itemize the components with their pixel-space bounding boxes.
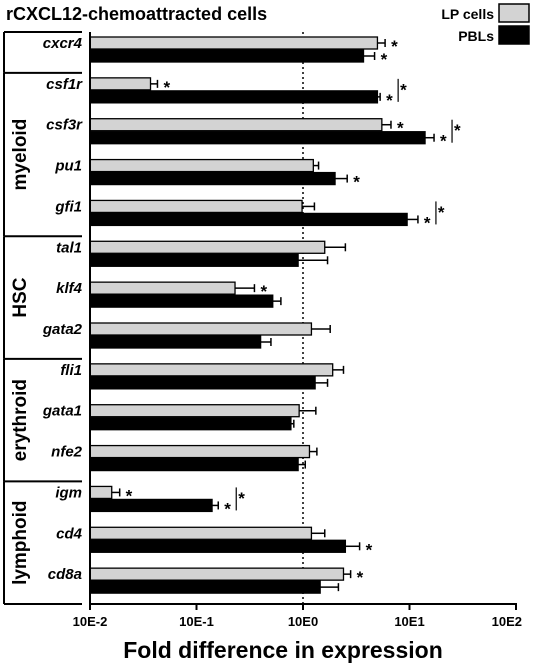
gene-label-cxcr4: cxcr4 xyxy=(43,35,83,52)
legend-swatch-pbl xyxy=(498,25,530,45)
gene-label-klf4: klf4 xyxy=(56,280,83,297)
x-tick-label-4: 10E2 xyxy=(492,614,522,629)
comparison-star-csf1r: * xyxy=(400,80,407,99)
gene-label-gata2: gata2 xyxy=(42,321,83,338)
significance-star-lp-cd8a: * xyxy=(357,568,364,587)
bar-pbl-igm xyxy=(89,498,213,513)
gene-label-fli1: fli1 xyxy=(60,362,82,379)
chart-title: rCXCL12-chemoattracted cells xyxy=(6,4,267,24)
significance-star-pbl-csf1r: * xyxy=(386,91,393,110)
bar-pbl-csf1r xyxy=(89,90,379,104)
bar-lp-gata2 xyxy=(89,322,313,336)
gene-label-gfi1: gfi1 xyxy=(54,198,82,215)
x-tick-label-1: 10E-1 xyxy=(179,614,214,629)
significance-star-pbl-pu1: * xyxy=(353,173,360,192)
bar-lp-nfe2 xyxy=(89,444,311,459)
significance-star-lp-csf3r: * xyxy=(397,119,404,138)
gene-label-cd8a: cd8a xyxy=(48,566,82,583)
gene-label-nfe2: nfe2 xyxy=(51,444,83,461)
x-tick-label-3: 10E1 xyxy=(394,614,424,629)
bar-lp-pu1 xyxy=(89,158,314,173)
x-tick-label-2: 10E0 xyxy=(288,614,318,629)
group-label-myeloid: myeloid xyxy=(10,119,31,191)
gene-label-csf1r: csf1r xyxy=(46,76,83,93)
x-axis-label: Fold difference in expression xyxy=(123,637,443,663)
comparison-star-gfi1: * xyxy=(438,203,445,222)
gene-label-igm: igm xyxy=(55,484,82,501)
x-tick-label-0: 10E-2 xyxy=(73,614,108,629)
legend-swatch-lp xyxy=(498,3,530,23)
significance-star-lp-klf4: * xyxy=(260,282,267,301)
legend-label-pbl: PBLs xyxy=(458,28,494,44)
legend: LP cells PBLs xyxy=(441,3,530,45)
bar-pbl-pu1 xyxy=(89,171,336,186)
bar-pbl-gfi1 xyxy=(89,212,408,227)
bar-pbl-cxcr4 xyxy=(89,49,365,63)
group-label-HSC: HSC xyxy=(10,277,31,317)
bar-pbl-tal1 xyxy=(89,253,299,267)
bar-pbl-fli1 xyxy=(89,376,316,390)
bar-lp-cd8a xyxy=(89,567,345,581)
significance-star-lp-cxcr4: * xyxy=(391,37,398,56)
bar-pbl-klf4 xyxy=(89,294,274,308)
bar-pbl-gata1 xyxy=(89,417,292,431)
bar-lp-gata1 xyxy=(89,404,300,418)
group-label-erythroid: erythroid xyxy=(10,379,31,461)
bar-lp-igm xyxy=(89,485,113,500)
bar-pbl-cd8a xyxy=(89,580,321,594)
group-label-lymphoid: lymphoid xyxy=(10,500,31,584)
bar-lp-gfi1 xyxy=(89,199,303,214)
bar-lp-csf3r xyxy=(89,118,383,132)
legend-label-lp: LP cells xyxy=(441,6,494,22)
significance-star-pbl-cd4: * xyxy=(366,540,373,559)
significance-star-pbl-cxcr4: * xyxy=(381,50,388,69)
bar-lp-tal1 xyxy=(89,240,326,254)
gene-label-gata1: gata1 xyxy=(42,403,82,420)
gene-label-csf3r: csf3r xyxy=(46,117,83,134)
bar-pbl-csf3r xyxy=(89,131,426,145)
comparison-star-igm: * xyxy=(238,489,245,508)
significance-star-pbl-igm: * xyxy=(224,499,231,518)
bar-lp-csf1r xyxy=(89,77,152,91)
bar-pbl-gata2 xyxy=(89,335,262,349)
significance-star-lp-igm: * xyxy=(126,486,133,505)
significance-star-pbl-csf3r: * xyxy=(440,132,447,151)
significance-star-lp-csf1r: * xyxy=(163,78,170,97)
significance-star-pbl-gfi1: * xyxy=(424,213,431,232)
bar-lp-fli1 xyxy=(89,363,334,377)
bar-pbl-cd4 xyxy=(89,539,347,553)
bar-lp-cd4 xyxy=(89,526,313,540)
bar-lp-klf4 xyxy=(89,281,236,295)
bar-lp-cxcr4 xyxy=(89,36,379,50)
gene-label-pu1: pu1 xyxy=(54,158,82,175)
gene-label-tal1: tal1 xyxy=(56,239,82,256)
gene-label-cd4: cd4 xyxy=(56,525,83,542)
bar-pbl-nfe2 xyxy=(89,457,299,472)
comparison-star-csf3r: * xyxy=(454,121,461,140)
